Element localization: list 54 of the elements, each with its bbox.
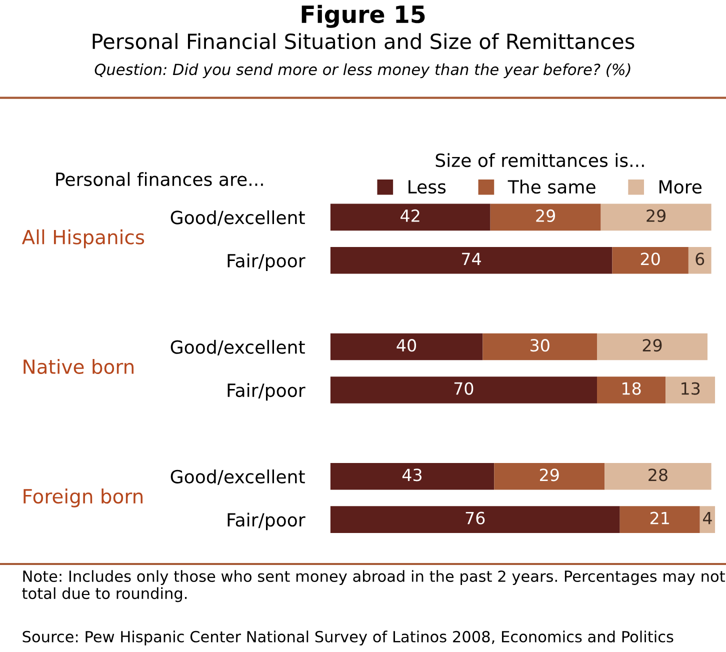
y-tick-label: Good/excellent [170,470,305,485]
bar [620,506,700,533]
bar [330,247,612,274]
data-label: 18 [622,382,641,395]
text: Question: Did you send more or less money than the year before? (%) [94,63,630,78]
bar [330,204,490,231]
data-label: 28 [648,468,668,482]
text: Note: Includes only those who sent money abroad in the past 2 years. Percentages may not total due to rounding. [22,570,725,602]
data-label: 70 [454,382,474,395]
text: All Hispanics [22,229,144,248]
data-label: 76 [466,512,485,524]
data-label: 29 [646,209,666,222]
bar [494,462,605,490]
data-label: 29 [642,339,662,352]
data-label: 40 [396,339,416,352]
chart-subtitle: Personal Financial Situation and Size of Remittances [92,33,634,50]
legend-title: Size of remittances is... [436,153,644,168]
bar [330,462,494,490]
bar [604,462,712,490]
y-tick-label: Fair/poor [228,512,306,530]
data-label: 29 [540,468,559,482]
bar [612,247,688,274]
bar [330,506,620,533]
bar [330,333,483,360]
data-label: 74 [462,252,481,265]
y-tick-label: Fair/poor [228,254,306,272]
data-label: 29 [536,209,556,222]
y-tick-label: Good/excellent [170,340,305,356]
bar [597,376,666,404]
data-label: 43 [402,468,422,482]
bar [330,376,598,404]
data-label: 6 [696,252,704,266]
data-label: 20 [640,252,660,266]
bar [600,204,712,231]
legend-label: Less [408,180,446,194]
bar [688,247,712,274]
data-label: 42 [400,209,420,222]
source-note: Source: Pew Hispanic Center National Survey of Latinos 2008, Economics and Politics [22,630,674,646]
legend-label: More [660,180,702,194]
data-label: 21 [650,512,669,524]
data-label: 4 [703,512,712,524]
data-label: 30 [530,339,550,352]
y-tick-label: Fair/poor [228,383,306,401]
text: Foreign born [24,488,142,508]
bar [666,376,716,404]
bar [597,333,708,360]
y-tick-label: Good/excellent [170,210,305,226]
legend-label: The same [508,180,596,194]
data-label: 13 [682,382,700,395]
bar [482,333,598,360]
text: Native born [24,358,134,374]
bar [490,204,601,231]
chart-title: Figure 15 [302,4,425,28]
text: Personal finances are... [56,172,263,186]
